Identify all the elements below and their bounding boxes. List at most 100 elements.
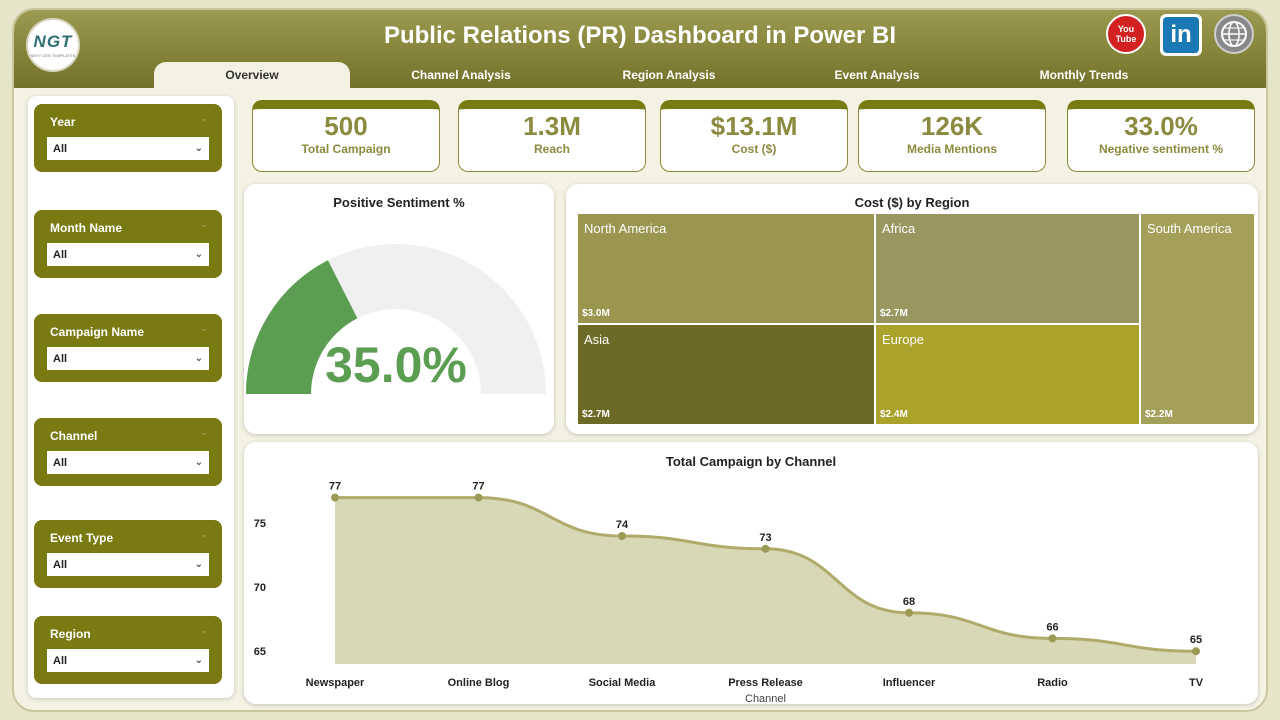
dashboard-frame: NGT NEXT GEN TEMPLATES Public Relations …: [12, 8, 1268, 712]
x-tick-label: Online Blog: [448, 677, 510, 689]
event-type-dropdown[interactable]: All ⌄: [47, 553, 209, 576]
data-point[interactable]: [1048, 634, 1057, 643]
data-point[interactable]: [474, 493, 483, 502]
slicer-year: Year ⌄ All ⌄: [34, 104, 222, 172]
x-tick-label: TV: [1189, 677, 1204, 689]
slicer-value: All: [53, 248, 68, 261]
logo-text: NGT: [33, 32, 73, 51]
slicer-value: All: [53, 558, 68, 571]
slicer-campaign-name: Campaign Name ⌄ All ⌄: [34, 314, 222, 382]
slicer-label: Region: [50, 627, 91, 641]
chevron-down-icon[interactable]: ⌄: [200, 427, 208, 437]
cell-name: Africa: [882, 221, 916, 236]
x-tick-label: Influencer: [883, 677, 936, 689]
treemap-cell-north-america[interactable]: North America $3.0M: [578, 214, 874, 323]
year-dropdown[interactable]: All ⌄: [47, 137, 209, 160]
youtube-icon[interactable]: You Tube: [1106, 14, 1146, 54]
kpi-value: 1.3M: [523, 111, 581, 141]
data-point[interactable]: [1192, 647, 1200, 656]
x-tick-label: Newspaper: [306, 677, 365, 689]
chevron-down-icon: ⌄: [194, 353, 203, 364]
treemap-cell-asia[interactable]: Asia $2.7M: [578, 325, 874, 424]
treemap-cell-south-america[interactable]: South America $2.2M: [1141, 214, 1254, 424]
treemap-panel: Cost ($) by Region North America $3.0M A…: [566, 184, 1258, 434]
campaign-name-dropdown[interactable]: All ⌄: [47, 347, 209, 370]
linkedin-icon[interactable]: in: [1160, 14, 1202, 56]
treemap-cell-africa[interactable]: Africa $2.7M: [876, 214, 1139, 323]
kpi-label: Total Campaign: [301, 142, 391, 156]
slicer-value: All: [53, 352, 68, 365]
kpi-reach: 1.3M Reach: [458, 100, 646, 172]
kpi-label: Negative sentiment %: [1098, 142, 1224, 156]
tab-monthly-trends[interactable]: Monthly Trends: [1039, 68, 1129, 82]
tab-bar: Overview Channel Analysis Region Analysi…: [14, 62, 1266, 88]
treemap-title: Cost ($) by Region: [854, 195, 970, 210]
data-point[interactable]: [331, 493, 339, 502]
x-axis-label: Channel: [745, 693, 786, 704]
slicer-value: All: [53, 654, 68, 667]
kpi-value: 33.0%: [1124, 111, 1198, 141]
kpi-label: Reach: [533, 142, 571, 156]
chevron-down-icon[interactable]: ⌄: [200, 323, 208, 333]
tab-event-analysis[interactable]: Event Analysis: [834, 68, 920, 82]
gauge-value: 35.0%: [325, 337, 467, 393]
header-bar: NGT NEXT GEN TEMPLATES Public Relations …: [14, 10, 1266, 88]
chevron-down-icon[interactable]: ⌄: [200, 113, 208, 123]
cell-name: Europe: [882, 332, 924, 347]
y-tick-label: 75: [254, 518, 266, 530]
data-point[interactable]: [905, 608, 913, 617]
data-point[interactable]: [761, 544, 770, 553]
slicer-label: Month Name: [50, 221, 122, 235]
tab-channel-analysis[interactable]: Channel Analysis: [411, 68, 511, 82]
data-point[interactable]: [618, 532, 626, 540]
slicer-label: Event Type: [50, 531, 114, 545]
x-tick-label: Social Media: [589, 677, 657, 689]
tab-overview[interactable]: Overview: [154, 62, 350, 88]
youtube-icon-text-top: You: [1117, 24, 1135, 34]
channel-chart-title: Total Campaign by Channel: [665, 454, 837, 469]
gauge-title: Positive Sentiment %: [333, 195, 465, 210]
logo-subtext: NEXT GEN TEMPLATES: [30, 53, 76, 58]
cell-value: $2.4M: [880, 409, 908, 420]
chevron-down-icon: ⌄: [194, 143, 203, 154]
cell-value: $2.7M: [880, 308, 908, 319]
kpi-label: Cost ($): [731, 142, 777, 156]
brand-logo: NGT NEXT GEN TEMPLATES: [26, 18, 80, 72]
x-tick-label: Radio: [1037, 677, 1068, 689]
chevron-down-icon[interactable]: ⌄: [200, 219, 208, 229]
slicer-event-type: Event Type ⌄ All ⌄: [34, 520, 222, 588]
slicer-label: Campaign Name: [50, 325, 145, 339]
kpi-value: $13.1M: [710, 111, 798, 141]
kpi-cost: $13.1M Cost ($): [660, 100, 848, 172]
tab-region-analysis[interactable]: Region Analysis: [622, 68, 716, 82]
globe-icon-svg: [1221, 21, 1247, 47]
channel-dropdown[interactable]: All ⌄: [47, 451, 209, 474]
globe-icon[interactable]: [1214, 14, 1254, 54]
cell-name: North America: [584, 221, 667, 236]
cell-name: South America: [1147, 221, 1232, 236]
kpi-value: 500: [324, 111, 368, 141]
chevron-down-icon[interactable]: ⌄: [200, 529, 208, 539]
y-tick-label: 65: [254, 646, 266, 658]
page-title: Public Relations (PR) Dashboard in Power…: [383, 22, 897, 49]
gauge-fill[interactable]: [245, 260, 358, 394]
area-fill: [335, 497, 1196, 664]
kpi-media-mentions: 126K Media Mentions: [858, 100, 1046, 172]
cell-name: Asia: [584, 332, 610, 347]
cell-value: $3.0M: [582, 308, 610, 319]
month-name-dropdown[interactable]: All ⌄: [47, 243, 209, 266]
chevron-down-icon[interactable]: ⌄: [200, 625, 208, 635]
slicer-month-name: Month Name ⌄ All ⌄: [34, 210, 222, 278]
youtube-icon-text-bottom: Tube: [1115, 34, 1137, 44]
channel-chart-panel: Total Campaign by Channel 77 Newspaper 77 O…: [244, 442, 1258, 704]
y-tick-label: 70: [254, 582, 266, 594]
slicer-label: Channel: [50, 429, 98, 443]
slicer-channel: Channel ⌄ All ⌄: [34, 418, 222, 486]
cell-value: $2.2M: [1145, 409, 1173, 420]
kpi-label: Media Mentions: [906, 142, 997, 156]
treemap-cell-europe[interactable]: Europe $2.4M: [876, 325, 1139, 424]
region-dropdown[interactable]: All ⌄: [47, 649, 209, 672]
chevron-down-icon: ⌄: [194, 559, 203, 570]
kpi-negative-sentiment: 33.0% Negative sentiment %: [1067, 100, 1255, 172]
filter-sidebar: Year ⌄ All ⌄ Month Name ⌄ All ⌄ Campaign N…: [28, 96, 234, 698]
